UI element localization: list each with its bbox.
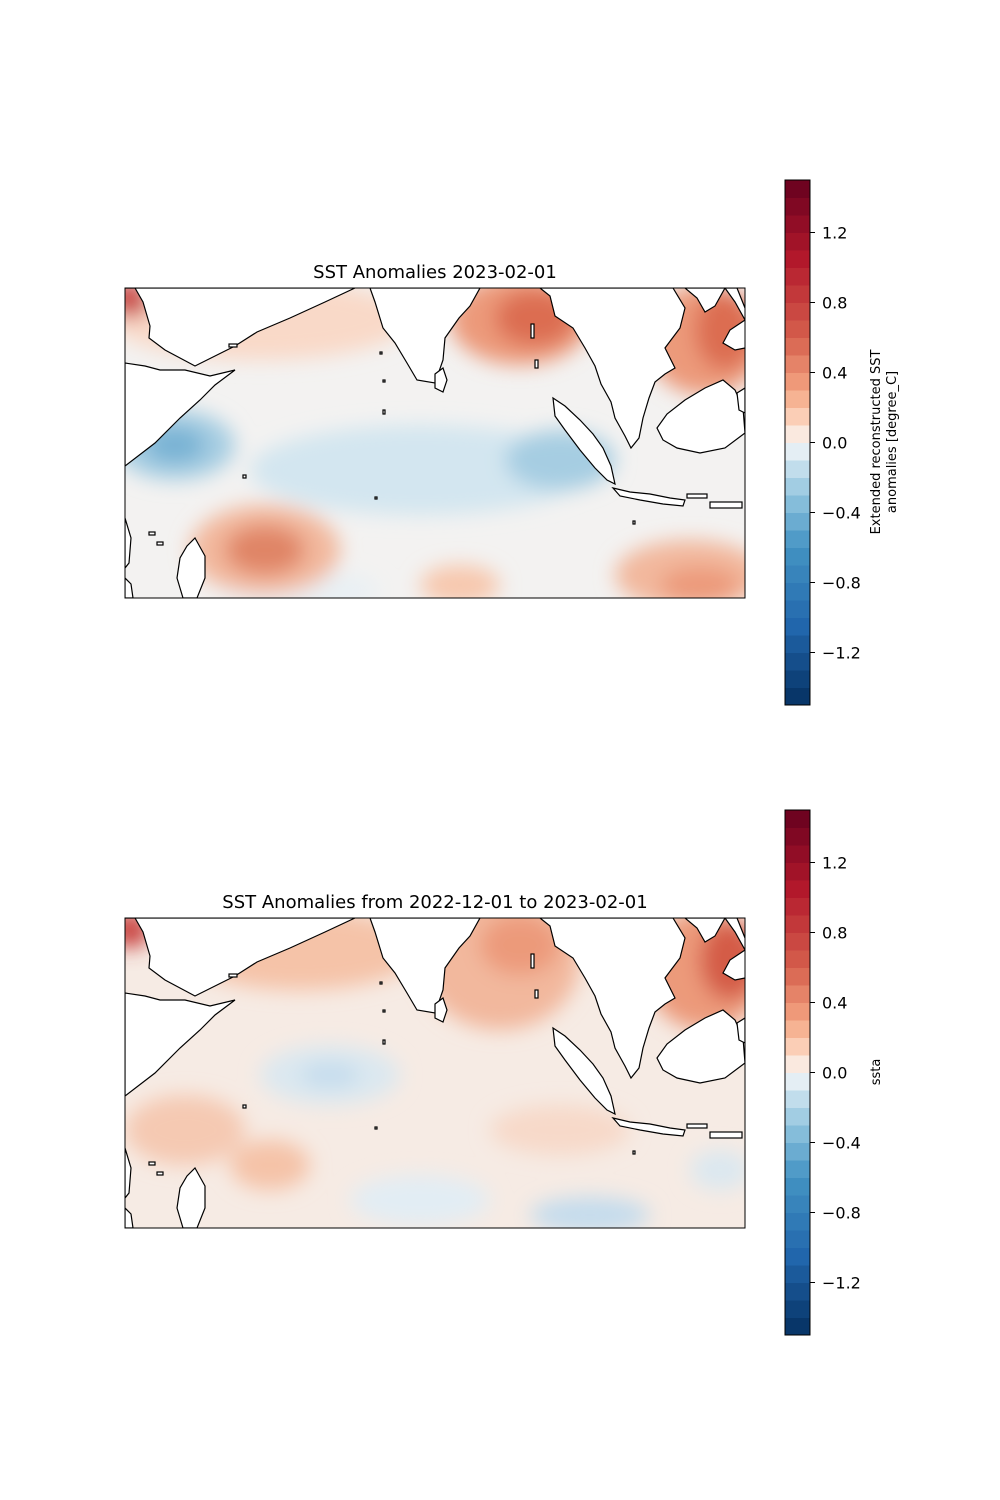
colorbar-2-step: [785, 1020, 810, 1038]
colorbar-1-step: [785, 197, 810, 216]
panel-1: SST Anomalies 2023-02-01: [124, 179, 900, 706]
colorbar-1-tick-label: −1.2: [822, 644, 861, 663]
colorbar-2-step: [785, 1037, 810, 1056]
colorbar-2-step: [785, 1195, 810, 1213]
colorbar-1-step: [785, 390, 810, 408]
colorbar-2-step: [785, 1142, 810, 1161]
colorbar-1-step: [785, 652, 810, 671]
colorbar-2-step: [785, 932, 810, 951]
colorbar-1-step: [785, 460, 810, 478]
colorbar-2-step: [785, 950, 810, 968]
colorbar-1-step: [785, 600, 810, 618]
colorbar-1-step: [785, 407, 810, 426]
colorbar-2-step: [785, 1055, 810, 1073]
colorbar-1-tick-label: −0.4: [822, 504, 861, 523]
colorbar-1-step: [785, 495, 810, 513]
colorbar-1-step: [785, 302, 810, 321]
colorbar-1-step: [785, 232, 810, 251]
colorbar-2-step: [785, 1212, 810, 1231]
colorbar-1-label-line2: anomalies [degree_C]: [885, 371, 900, 513]
colorbar-2-label: ssta: [869, 1059, 884, 1086]
colorbar-2-step: [785, 1282, 810, 1301]
colorbar-1-tick-label: 1.2: [822, 224, 847, 243]
colorbar-2-step: [785, 1177, 810, 1196]
colorbar-2-step: [785, 1125, 810, 1143]
colorbar-2-step: [785, 1090, 810, 1108]
colorbar-1-tick-label: 0.4: [822, 364, 847, 383]
colorbar-2-step: [785, 827, 810, 846]
colorbar-1-step: [785, 565, 810, 583]
colorbar-1-step: [785, 425, 810, 443]
panel-2-frame: [124, 917, 746, 1229]
colorbar-2-step: [785, 1107, 810, 1126]
colorbar-1-tick-label: 0.8: [822, 294, 847, 313]
colorbar-2-step: [785, 897, 810, 916]
colorbar-1-step: [785, 180, 810, 198]
colorbar-1-step: [785, 530, 810, 548]
colorbar-2-step: [785, 967, 810, 986]
colorbar-2-step: [785, 1230, 810, 1248]
colorbar-1-step: [785, 687, 810, 706]
colorbar-1-step: [785, 337, 810, 356]
colorbar-1-step: [785, 617, 810, 636]
colorbar-2-tick-label: −0.8: [822, 1204, 861, 1223]
colorbar-2-step: [785, 862, 810, 881]
colorbar-1-label-line1: Extended reconstructed SST: [869, 350, 884, 535]
colorbar-2-tick-label: 1.2: [822, 854, 847, 873]
panel-1-title: SST Anomalies 2023-02-01: [313, 262, 557, 283]
colorbar-2-tick-label: 0.0: [822, 1064, 847, 1083]
colorbar-1-tick-label: 0.0: [822, 434, 847, 453]
panel-1-frame: [124, 287, 746, 599]
colorbar-1-step: [785, 267, 810, 286]
colorbar-1-step: [785, 215, 810, 233]
panel-2: SST Anomalies from 2022-12-01 to 2023-02…: [124, 809, 884, 1336]
colorbar-1-step: [785, 320, 810, 338]
colorbar-1-step: [785, 250, 810, 268]
colorbar-2-step: [785, 810, 810, 828]
colorbar-1-step: [785, 372, 810, 391]
colorbar-2-tick-label: −0.4: [822, 1134, 861, 1153]
colorbar-2-step: [785, 1160, 810, 1178]
colorbar-1-step: [785, 477, 810, 496]
colorbar-2: −1.2 −0.8 −0.4 0.0 0.4 0.8 1.2 ssta: [784, 809, 884, 1336]
colorbar-2-step: [785, 1265, 810, 1283]
colorbar-2-step: [785, 1300, 810, 1318]
colorbar-2-step: [785, 915, 810, 933]
colorbar-1-tick-label: −0.8: [822, 574, 861, 593]
colorbar-1-step: [785, 582, 810, 601]
colorbar-2-step: [785, 1247, 810, 1266]
colorbar-1-step: [785, 635, 810, 653]
colorbar-2-step: [785, 845, 810, 863]
colorbar-2-step: [785, 1072, 810, 1091]
colorbar-1-step: [785, 512, 810, 531]
colorbar-1-step: [785, 547, 810, 566]
colorbar-1-step: [785, 285, 810, 303]
colorbar-2-step: [785, 1317, 810, 1336]
panel-2-map: [125, 918, 745, 1228]
colorbar-2-tick-label: 0.4: [822, 994, 847, 1013]
colorbar-2-step: [785, 1002, 810, 1021]
colorbar-1: −1.2 −0.8 −0.4 0.0 0.4 0.8 1.2 Extended recons…: [784, 179, 900, 706]
colorbar-1-step: [785, 670, 810, 688]
colorbar-1-step: [785, 442, 810, 461]
panel-1-map: [125, 288, 745, 598]
panel-2-title: SST Anomalies from 2022-12-01 to 2023-02…: [222, 892, 647, 913]
colorbar-2-step: [785, 985, 810, 1003]
colorbar-2-tick-label: 0.8: [822, 924, 847, 943]
colorbar-2-step: [785, 880, 810, 898]
colorbar-2-tick-label: −1.2: [822, 1274, 861, 1293]
colorbar-1-step: [785, 355, 810, 373]
